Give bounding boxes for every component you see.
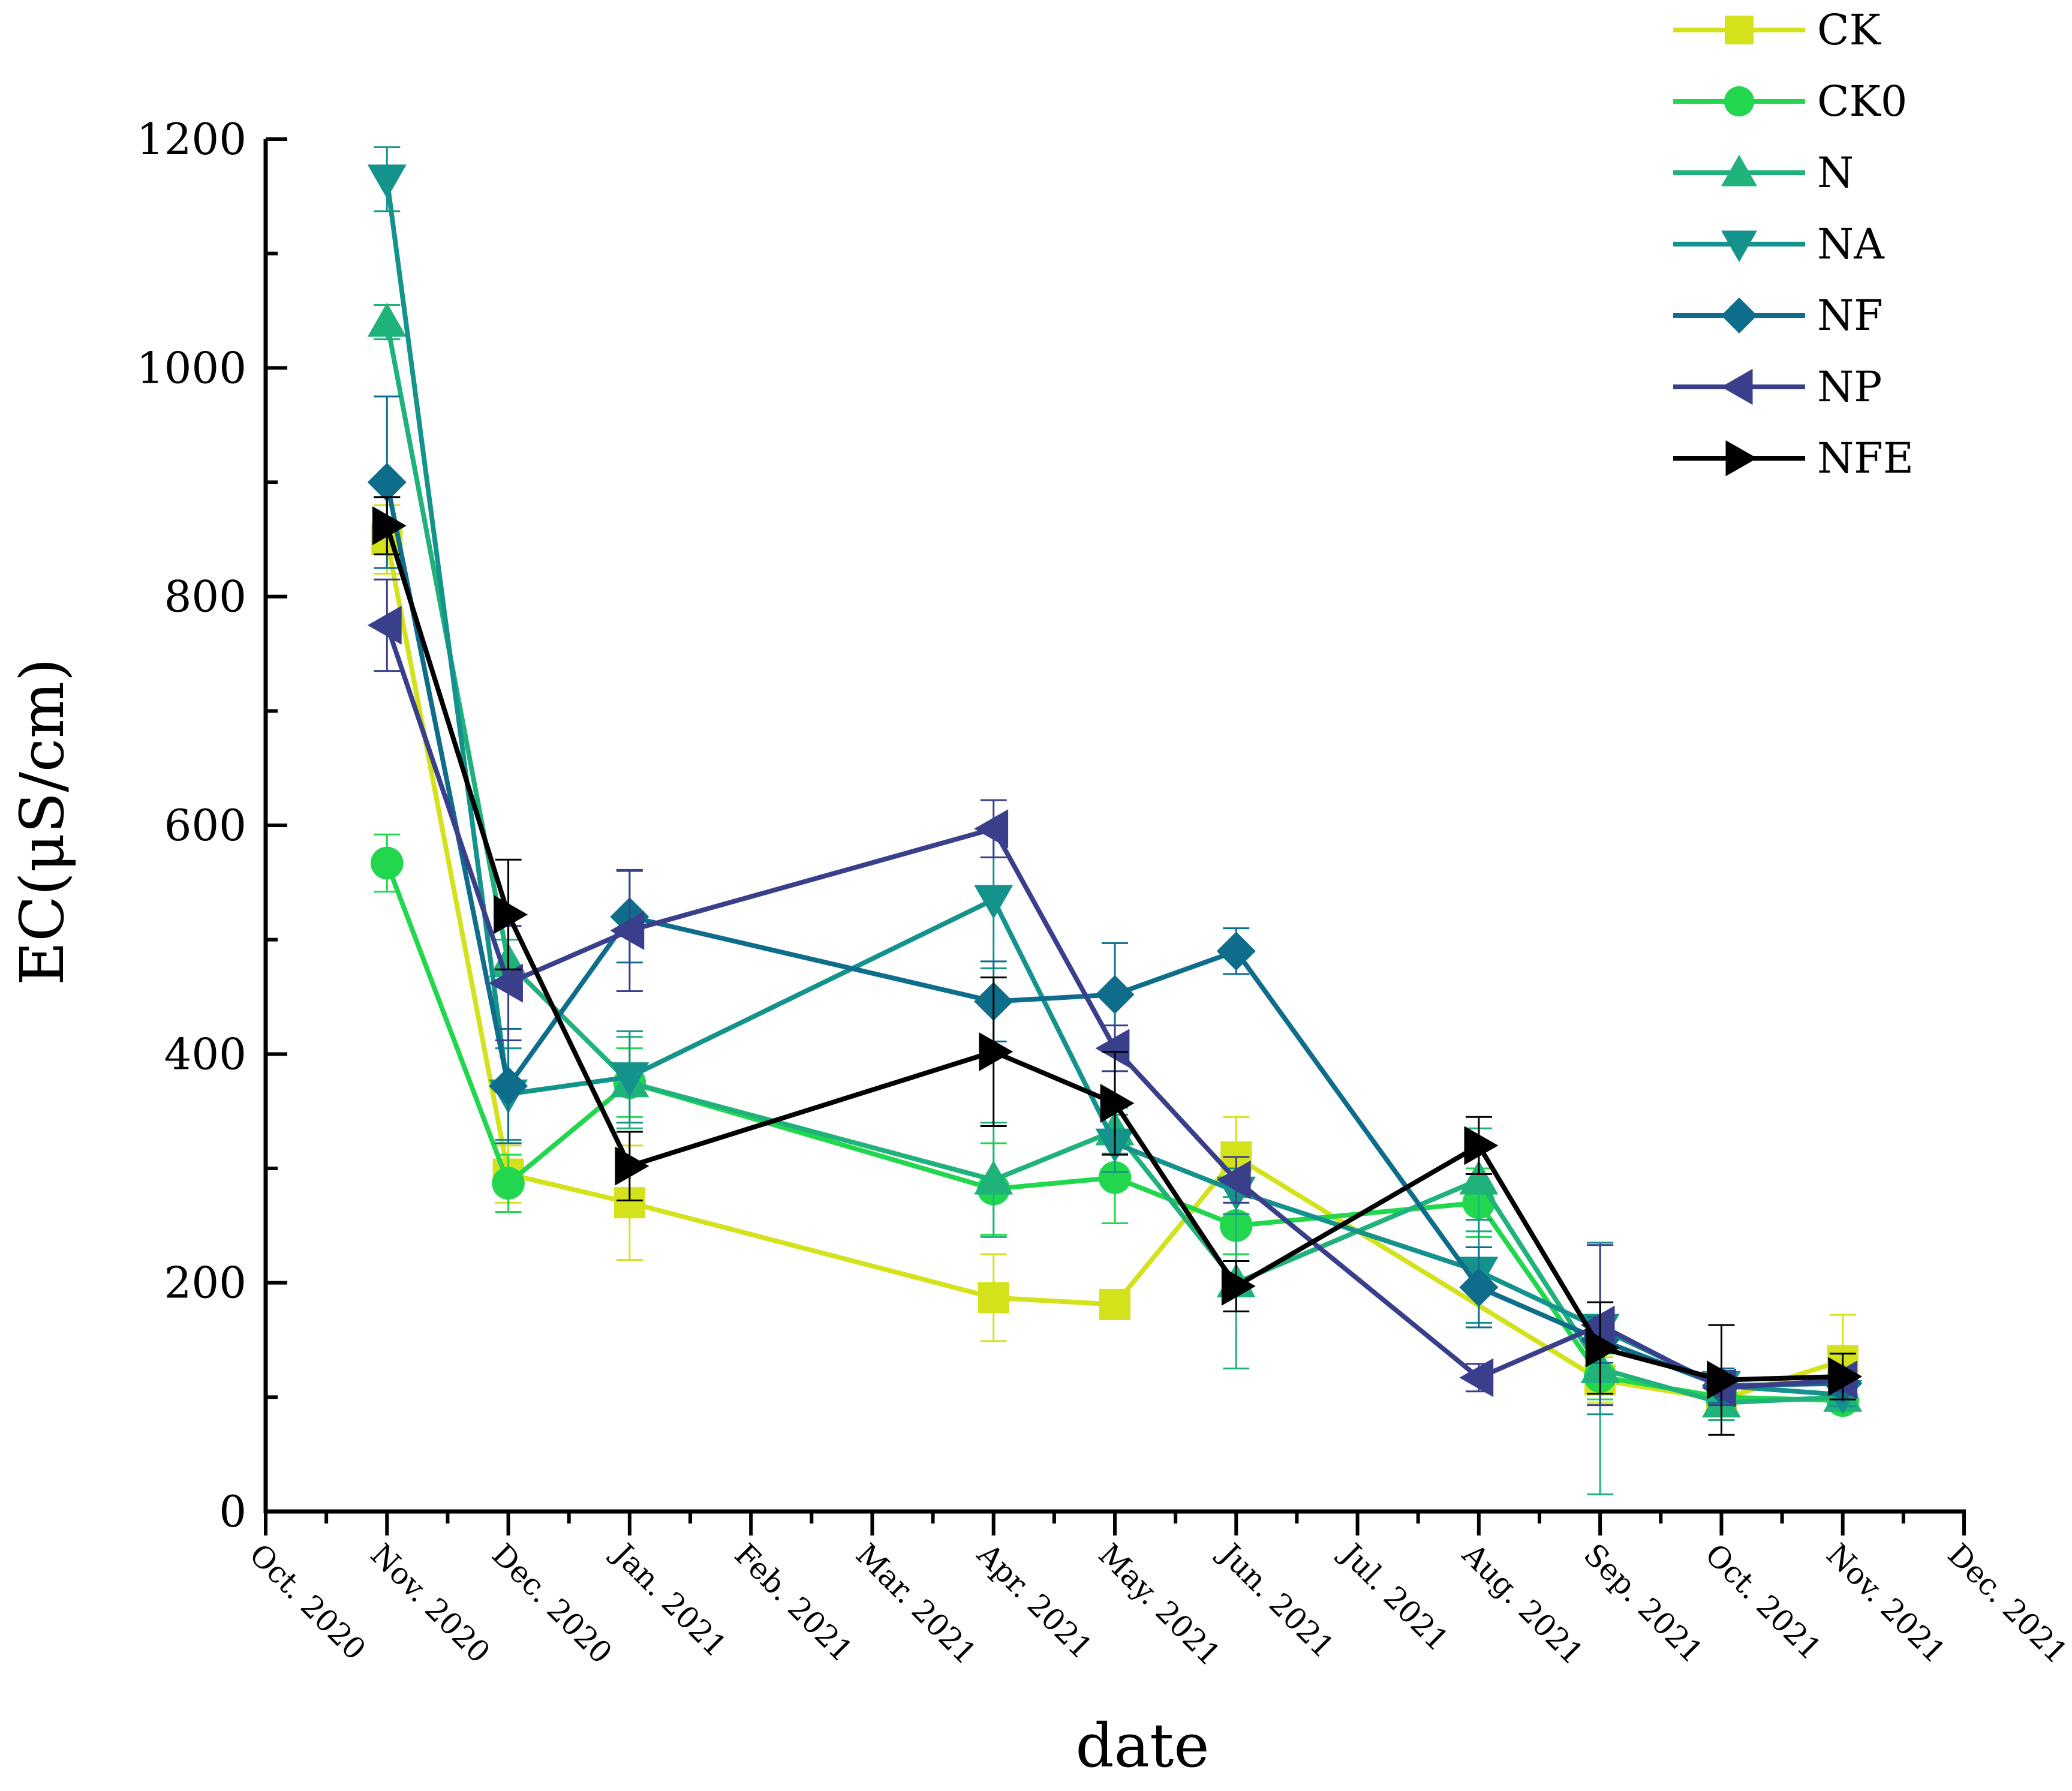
legend: CK CK0 N NA NF NP NFE [1673, 5, 1914, 483]
data-point [978, 1282, 1009, 1314]
data-point [367, 605, 402, 645]
legend-label: CK [1817, 5, 1882, 55]
x-tick-label: Nov. 2020 [364, 1537, 497, 1669]
y-tick-label: 800 [164, 572, 246, 622]
legend-marker [1721, 369, 1753, 405]
x-tick-label: Jul. 2021 [1333, 1535, 1455, 1658]
series-line [384, 482, 1843, 1389]
series-layer [367, 146, 1863, 1495]
data-point [610, 1062, 649, 1096]
y-tick-label: 200 [164, 1258, 246, 1308]
data-point [367, 462, 407, 502]
legend-item-n: N [1673, 148, 1854, 197]
legend-marker [1721, 230, 1757, 262]
x-tick-label: Nov. 2021 [1820, 1537, 1952, 1669]
data-point [1459, 1160, 1499, 1195]
x-tick-label: Aug. 2021 [1455, 1537, 1590, 1672]
data-point [1707, 1360, 1741, 1400]
series-na [367, 146, 1863, 1416]
x-tick-label: Dec. 2021 [1941, 1537, 2072, 1670]
data-point [492, 1167, 525, 1200]
data-point [1100, 1083, 1135, 1123]
legend-label: NP [1817, 362, 1882, 411]
data-point [489, 1066, 528, 1106]
legend-marker [1721, 298, 1757, 333]
data-point [1216, 931, 1256, 971]
y-tick-label: 400 [164, 1029, 246, 1079]
legend-label: NFE [1817, 434, 1914, 483]
legend-label: NA [1817, 220, 1885, 269]
data-point [1828, 1357, 1863, 1396]
legend-item-np: NP [1673, 362, 1882, 411]
data-point [1459, 1358, 1494, 1398]
legend-marker [1724, 86, 1755, 117]
y-tick-label: 0 [219, 1486, 246, 1537]
data-point [1580, 1305, 1615, 1345]
legend-item-na: NA [1673, 220, 1885, 269]
x-tick-label: May. 2021 [1092, 1537, 1228, 1672]
x-tick-label: Jun. 2021 [1211, 1535, 1341, 1665]
x-tick-label: Feb. 2021 [728, 1537, 860, 1669]
data-point [1585, 1328, 1620, 1368]
data-point [1221, 1266, 1256, 1306]
x-axis-title: date [1076, 1711, 1210, 1781]
x-tick-label: Jan. 2021 [605, 1535, 733, 1664]
series-line [384, 321, 1843, 1405]
data-point [974, 809, 1009, 849]
x-tick-label: Oct. 2021 [1698, 1537, 1828, 1666]
x-tick-label: Dec. 2020 [485, 1537, 619, 1670]
series-nfe [372, 496, 1863, 1436]
series-np [367, 578, 1858, 1408]
data-point [489, 963, 523, 1003]
data-point [1459, 1267, 1499, 1307]
y-axis-title: EC(μS/cm) [7, 658, 77, 985]
legend-marker [1725, 440, 1757, 476]
legend-item-nfe: NFE [1673, 434, 1914, 483]
data-point [974, 1160, 1014, 1195]
data-point [1098, 1161, 1132, 1194]
legend-label: CK0 [1817, 77, 1907, 126]
series-line [384, 624, 1843, 1391]
y-tick-label: 1000 [137, 342, 246, 393]
legend-marker [1721, 155, 1757, 187]
data-point [1099, 1288, 1130, 1320]
data-point [979, 1032, 1014, 1072]
data-point [610, 910, 645, 950]
x-tick-label: Mar. 2021 [849, 1537, 984, 1671]
legend-item-nf: NF [1673, 291, 1883, 340]
legend-item-ck: CK [1673, 5, 1882, 55]
legend-marker [1725, 16, 1754, 44]
series-nf [367, 395, 1863, 1405]
data-point [367, 164, 407, 199]
data-point [367, 302, 407, 337]
legend-label: N [1817, 148, 1854, 197]
legend-item-ck0: CK0 [1673, 77, 1907, 126]
data-point [1216, 1160, 1251, 1200]
data-point [370, 846, 404, 880]
data-point [1464, 1126, 1499, 1165]
legend-label: NF [1817, 291, 1883, 340]
data-point [372, 506, 407, 545]
x-tick-label: Apr. 2021 [970, 1537, 1099, 1666]
y-tick-label: 600 [164, 800, 246, 851]
x-tick-label: Sep. 2021 [1577, 1537, 1710, 1669]
data-point [974, 885, 1014, 919]
series-line [384, 525, 1843, 1383]
data-point [615, 1146, 649, 1186]
data-point [494, 895, 528, 934]
y-tick-label: 1200 [137, 114, 246, 164]
x-tick-label: Oct. 2020 [243, 1537, 372, 1666]
data-point [1095, 975, 1135, 1014]
data-point [1095, 1029, 1130, 1068]
